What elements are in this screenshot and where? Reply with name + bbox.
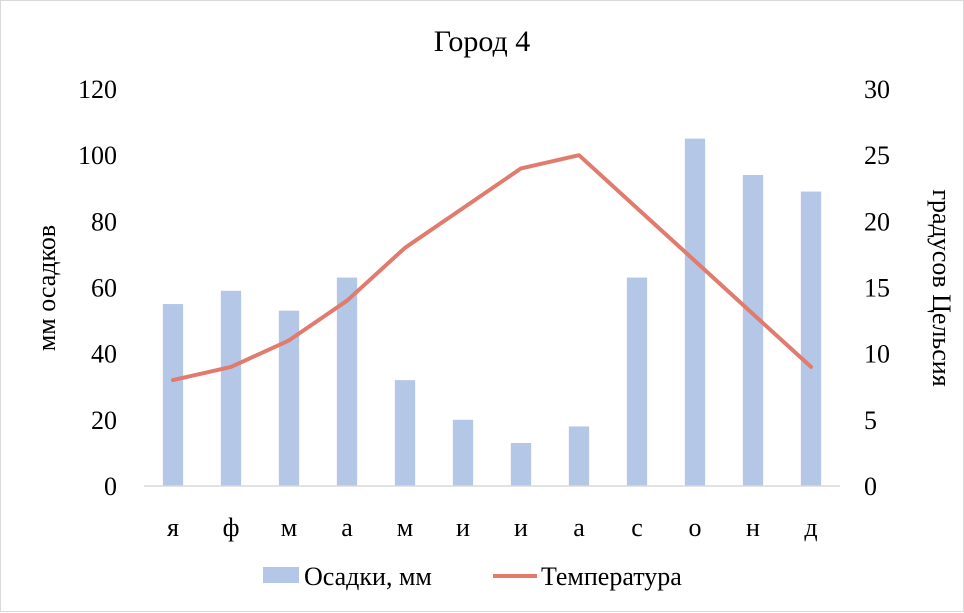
x-tick-label: и — [514, 513, 528, 542]
bar-4 — [337, 278, 357, 486]
bar-2 — [221, 291, 241, 486]
x-tick-label: о — [689, 513, 702, 542]
left-axis-ticks: 0 20 40 60 80 100 120 — [78, 75, 117, 501]
left-tick-label: 40 — [91, 340, 117, 369]
left-tick-label: 0 — [104, 472, 117, 501]
y-axis-title-left: мм осадков — [32, 225, 61, 351]
right-tick-label: 10 — [864, 340, 890, 369]
right-tick-label: 15 — [864, 274, 890, 303]
left-tick-label: 20 — [91, 406, 117, 435]
y-axis-title-right: градусов Цельсия — [927, 189, 956, 386]
x-tick-label: ф — [223, 513, 240, 542]
x-tick-label: м — [281, 513, 297, 542]
bar-6 — [453, 420, 473, 486]
temperature-line — [173, 155, 811, 380]
legend-label-line: Температура — [541, 562, 682, 591]
x-tick-label: я — [167, 513, 179, 542]
left-tick-label: 100 — [78, 141, 117, 170]
bar-12 — [801, 192, 821, 486]
left-tick-label: 120 — [78, 75, 117, 104]
line-group — [173, 155, 811, 380]
right-tick-label: 0 — [864, 472, 877, 501]
x-tick-label: н — [746, 513, 760, 542]
right-tick-label: 5 — [864, 406, 877, 435]
bar-9 — [627, 278, 647, 486]
right-tick-label: 20 — [864, 207, 890, 236]
bars-group — [163, 139, 821, 486]
right-axis-ticks: 0 5 10 15 20 25 30 — [864, 75, 890, 501]
legend-label-bars: Осадки, мм — [304, 562, 432, 591]
left-tick-label: 60 — [91, 274, 117, 303]
left-tick-label: 80 — [91, 207, 117, 236]
chart-title: Город 4 — [434, 25, 531, 58]
right-tick-label: 25 — [864, 141, 890, 170]
x-tick-label: с — [631, 513, 643, 542]
legend: Осадки, мм Температура — [263, 562, 682, 591]
x-tick-label: а — [573, 513, 585, 542]
bar-5 — [395, 380, 415, 486]
x-tick-label: м — [397, 513, 413, 542]
bar-1 — [163, 304, 183, 486]
bar-11 — [743, 175, 763, 486]
x-tick-label: и — [456, 513, 470, 542]
legend-swatch-bars — [263, 567, 299, 583]
bar-7 — [511, 443, 531, 486]
right-tick-label: 30 — [864, 75, 890, 104]
bar-8 — [569, 426, 589, 486]
bar-10 — [685, 139, 705, 486]
x-tick-label: д — [804, 513, 817, 542]
x-tick-label: а — [341, 513, 353, 542]
